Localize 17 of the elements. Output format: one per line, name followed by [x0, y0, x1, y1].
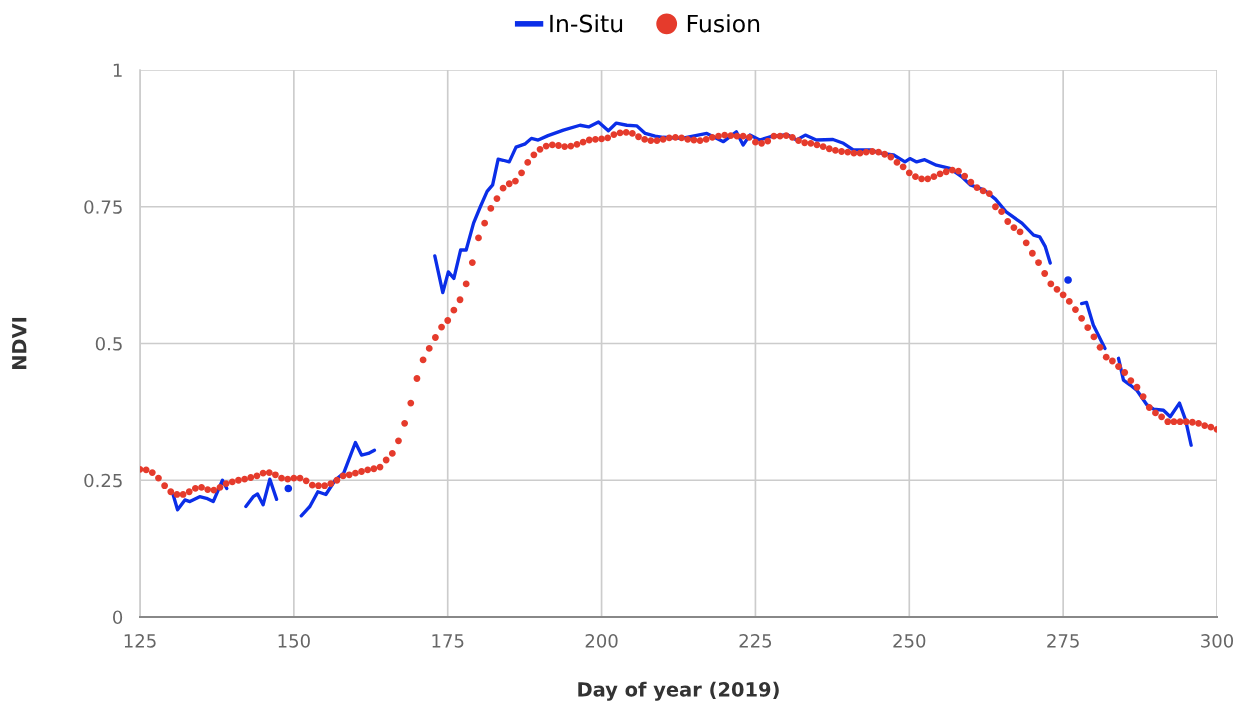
x-tick-label: 125	[124, 633, 156, 648]
x-tick-label: 250	[893, 633, 926, 648]
y-axis-title: NDVI	[12, 317, 27, 370]
x-tick-label: 275	[1047, 633, 1079, 648]
x-tick-label: 200	[585, 633, 618, 648]
legend-label: Fusion	[687, 14, 760, 33]
y-tick-label: 1	[113, 63, 122, 77]
y-tick-label: 0.75	[84, 200, 122, 214]
legend-label: In-Situ	[550, 14, 623, 33]
y-tick-label: 0	[113, 610, 123, 625]
y-tick-label: 0.25	[84, 473, 122, 488]
x-axis-title: Day of year (2019)	[578, 681, 779, 701]
x-tick-label: 300	[1201, 633, 1234, 648]
x-tick-label: 225	[739, 633, 772, 648]
y-tick-label: 0.5	[95, 336, 122, 351]
x-tick-label: 150	[278, 633, 310, 648]
x-tick-label: 175	[432, 634, 464, 648]
